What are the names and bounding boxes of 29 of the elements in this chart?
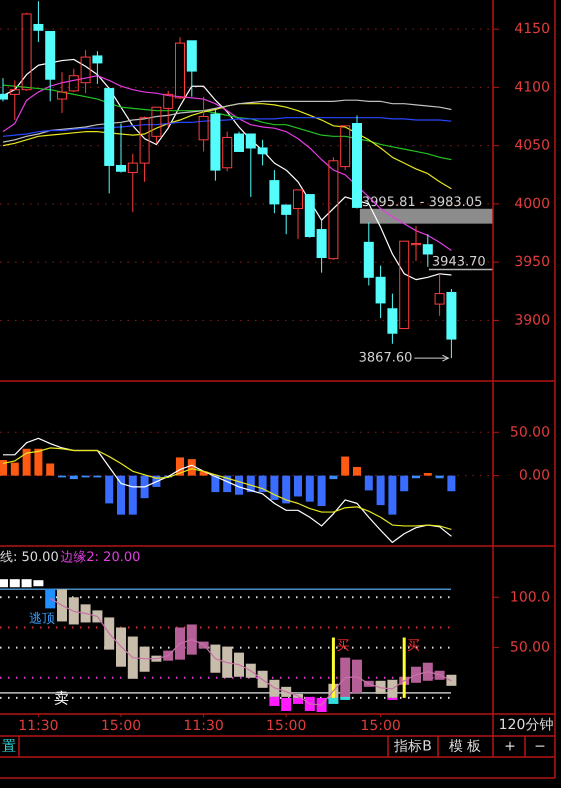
data-label: 逃顶 — [29, 611, 56, 626]
x-tick-label: 11:30 — [183, 718, 224, 734]
y-tick-label: 4050 — [514, 138, 550, 154]
y-tick-label: 0.00 — [518, 468, 550, 484]
y-tick-label: 4100 — [514, 79, 550, 96]
text: 指标B — [393, 738, 432, 754]
y-tick-label: 100.0 — [510, 589, 550, 606]
y-tick-label: 3900 — [514, 312, 550, 328]
text: 120分钟 — [498, 717, 554, 733]
y-tick-label: 50.00 — [510, 640, 550, 656]
text: + — [504, 738, 516, 754]
data-label: 买 — [407, 638, 420, 654]
annotation: 卖 — [54, 688, 70, 707]
x-tick-label: 15:00 — [100, 718, 142, 734]
y-tick-label: 50.00 — [510, 424, 550, 440]
text: 模 板 — [448, 738, 482, 754]
data-label: 买 — [336, 638, 350, 654]
x-tick-label: 15:00 — [266, 718, 306, 734]
ref-line-label: 边缘2: 20.00 — [60, 550, 140, 565]
x-tick-label: 15:00 — [360, 718, 401, 734]
ref-line-label: 线: 50.00 — [0, 550, 59, 565]
text: 置 — [2, 738, 16, 754]
annotation: 3867.60 — [358, 350, 412, 366]
text: − — [534, 738, 546, 754]
x-tick-label: 11:30 — [18, 718, 59, 734]
y-tick-label: 3950 — [514, 254, 550, 270]
y-tick-label: 4150 — [514, 21, 550, 38]
y-tick-label: 4000 — [514, 196, 550, 212]
ref-line-label: 3943.70 — [432, 254, 486, 270]
